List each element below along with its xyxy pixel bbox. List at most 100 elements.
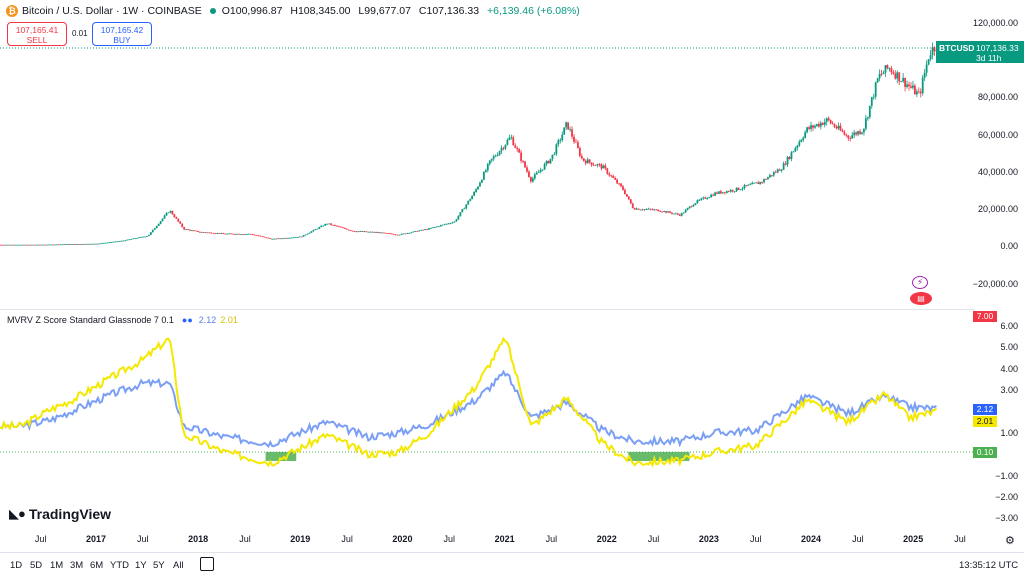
candle-body xyxy=(228,233,231,235)
candle-body xyxy=(375,232,378,233)
range-6m[interactable]: 6M xyxy=(90,560,104,571)
candle-body xyxy=(543,164,546,170)
candle-body xyxy=(369,231,372,233)
candle-body xyxy=(236,233,238,235)
candle-body xyxy=(265,237,268,239)
candle-body xyxy=(443,224,446,226)
price-axis-label: 60,000.00 xyxy=(977,130,1018,140)
indicator-legend[interactable]: MVRV Z Score Standard Glassnode 7 0.1 ●●… xyxy=(7,315,238,325)
candle-body xyxy=(404,233,407,235)
candle-body xyxy=(116,241,119,243)
candle-body xyxy=(173,214,176,218)
candle-body xyxy=(874,82,877,97)
candle-body xyxy=(38,244,41,246)
candle-body xyxy=(428,228,430,230)
candle-body xyxy=(902,77,905,82)
range-1y[interactable]: 1Y xyxy=(135,560,147,571)
candle-body xyxy=(63,244,66,246)
candle-body xyxy=(320,225,323,228)
tradingview-logo[interactable]: ◣● TradingView xyxy=(9,506,111,522)
candle-body xyxy=(816,124,818,126)
price-tag-countdown: 3d 11h xyxy=(976,53,1002,63)
range-3m[interactable]: 3M xyxy=(70,560,84,571)
candle-body xyxy=(238,233,240,235)
candle-body xyxy=(806,127,809,133)
candle-body xyxy=(147,234,150,237)
candle-body xyxy=(175,217,178,219)
sell-price: 107,165.41 xyxy=(15,25,59,35)
candle-body xyxy=(261,236,264,238)
price-axis-label: 80,000.00 xyxy=(977,92,1018,102)
lightning-icon[interactable]: ⚡ xyxy=(912,276,928,289)
eye-icon[interactable]: ●● xyxy=(181,315,193,325)
settings-icon[interactable]: ⚙ xyxy=(1005,535,1015,547)
candle-body xyxy=(392,234,395,235)
candle-body xyxy=(772,172,775,176)
candle-body xyxy=(649,208,652,210)
candle-body xyxy=(461,209,464,213)
candle-body xyxy=(402,233,405,235)
symbol-legend[interactable]: ₿ Bitcoin / U.S. Dollar · 1W · COINBASE … xyxy=(6,5,585,17)
candle-body xyxy=(234,234,236,235)
candle-body xyxy=(226,233,229,235)
candle-body xyxy=(486,164,489,171)
range-1d[interactable]: 1D xyxy=(10,560,23,571)
price-axis-label: 120,000.00 xyxy=(972,18,1018,28)
candle-body xyxy=(870,97,873,106)
candle-body xyxy=(445,223,448,225)
candle-body xyxy=(541,169,544,171)
candle-body xyxy=(473,191,475,196)
candle-body xyxy=(847,135,850,139)
candle-body xyxy=(334,224,336,226)
candle-body xyxy=(912,85,914,88)
range-5y[interactable]: 5Y xyxy=(153,560,165,571)
candle-body xyxy=(510,137,513,139)
candle-body xyxy=(729,190,732,192)
range-1m[interactable]: 1M xyxy=(50,560,64,571)
candle-body xyxy=(814,125,816,128)
candle-body xyxy=(106,242,109,244)
us-flag-icon[interactable]: ▤ xyxy=(910,292,932,305)
pane-separator[interactable] xyxy=(0,309,975,310)
candle-body xyxy=(761,182,763,183)
candle-body xyxy=(198,231,201,233)
candle-body xyxy=(477,186,479,190)
time-axis-month: Jul xyxy=(647,534,660,544)
clock[interactable]: 13:35:12 UTC xyxy=(959,560,1019,571)
candle-body xyxy=(741,188,744,190)
calendar-icon[interactable] xyxy=(200,557,214,571)
candle-body xyxy=(526,167,528,172)
candle-body xyxy=(769,175,771,178)
symbol-title[interactable]: Bitcoin / U.S. Dollar · 1W · COINBASE xyxy=(22,5,202,17)
candle-body xyxy=(343,227,346,229)
candle-body xyxy=(710,194,713,198)
candle-body xyxy=(845,134,848,136)
ohlc-values: O100,996.87 H108,345.00 L99,677.07 C107,… xyxy=(222,5,585,17)
candle-body xyxy=(614,177,617,180)
range-all[interactable]: All xyxy=(173,560,184,571)
candle-body xyxy=(651,209,654,211)
range-5d[interactable]: 5D xyxy=(30,560,43,571)
candle-body xyxy=(504,144,507,149)
candle-body xyxy=(522,160,524,162)
candle-body xyxy=(4,244,7,246)
indicator-axis-label: 5.00 xyxy=(1000,342,1018,352)
time-axis-month: Jul xyxy=(137,534,149,544)
candle-body xyxy=(671,212,673,214)
candle-body xyxy=(878,73,881,79)
candle-body xyxy=(220,233,223,234)
indicator-name[interactable]: MVRV Z Score Standard Glassnode 7 0.1 xyxy=(7,315,174,325)
indicator-axis-label: 4.00 xyxy=(1000,364,1018,374)
sell-button[interactable]: 107,165.41 SELL xyxy=(7,22,67,46)
candle-body xyxy=(508,137,511,140)
candle-body xyxy=(336,225,338,227)
candle-body xyxy=(835,126,838,129)
chart-canvas[interactable] xyxy=(0,0,975,530)
candle-body xyxy=(332,224,334,226)
candle-body xyxy=(692,204,695,207)
buy-button[interactable]: 107,165.42 BUY xyxy=(92,22,152,46)
close-value: C107,136.33 xyxy=(418,5,480,17)
range-ytd[interactable]: YTD xyxy=(110,560,129,571)
time-axis[interactable]: Jul 2017 Jul 2018 Jul 2019 Jul 2020 Jul 2021 Jul 20… xyxy=(0,530,975,546)
candle-body xyxy=(206,232,209,234)
